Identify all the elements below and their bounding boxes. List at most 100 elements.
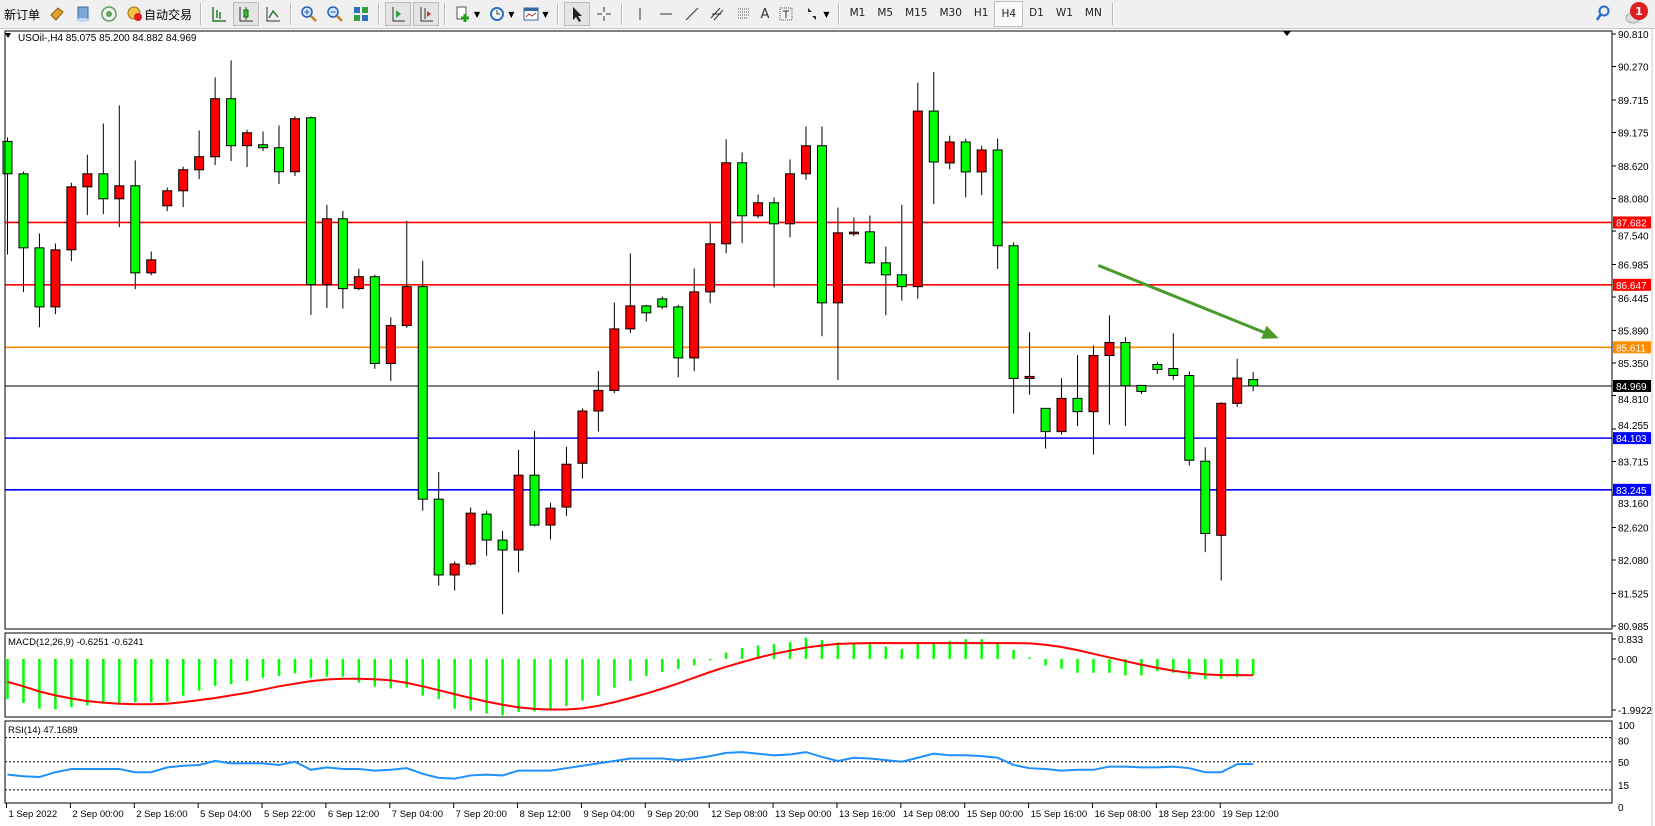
auto-trading-label: 自动交易 xyxy=(144,7,193,22)
candle xyxy=(1008,242,1019,414)
line-chart-button[interactable] xyxy=(261,2,285,26)
rsi-line xyxy=(7,751,1254,780)
candle xyxy=(1216,402,1227,581)
auto-scroll-button[interactable] xyxy=(385,2,412,26)
text-label-icon xyxy=(779,7,793,21)
time-tick-label: 13 Sep 16:00 xyxy=(839,809,896,820)
candle-body xyxy=(178,169,189,192)
market-watch-button[interactable] xyxy=(45,2,69,26)
candle-body xyxy=(1104,342,1115,357)
candle xyxy=(801,126,811,180)
toolbar-separator xyxy=(200,3,203,25)
candle xyxy=(864,215,875,265)
indicators-icon xyxy=(456,6,470,22)
candle-body xyxy=(561,463,572,508)
new-order-button[interactable]: 新订单 xyxy=(1,2,43,26)
templates-button[interactable]: ▼ xyxy=(519,2,551,26)
candle-body xyxy=(34,247,45,308)
candle-body xyxy=(1232,377,1243,404)
candle xyxy=(816,126,827,337)
candle-body xyxy=(1152,363,1163,370)
candle xyxy=(194,130,205,180)
tile-windows-icon xyxy=(354,7,369,21)
chart-shift-icon xyxy=(420,7,434,22)
zoom-in-button[interactable] xyxy=(297,2,321,26)
timeframe-m5[interactable]: M5 xyxy=(877,7,894,19)
time-tick-label: 5 Sep 04:00 xyxy=(200,809,251,820)
candle xyxy=(1248,372,1259,392)
text-label-button[interactable] xyxy=(774,2,798,26)
candle-body xyxy=(928,110,939,163)
navigator-button[interactable] xyxy=(71,2,95,26)
candle-body xyxy=(273,147,284,173)
candle xyxy=(465,507,476,566)
chart-shift-marker-icon[interactable] xyxy=(1283,31,1291,36)
candle xyxy=(210,77,221,166)
timeframe-h4[interactable]: H4 xyxy=(994,1,1024,27)
time-tick-label: 5 Sep 22:00 xyxy=(264,809,315,820)
candle-body xyxy=(1120,342,1131,387)
candlestick-button[interactable] xyxy=(233,2,260,26)
trendline-button[interactable] xyxy=(680,2,704,26)
candle xyxy=(146,251,157,276)
candle xyxy=(896,204,907,301)
indicators-button[interactable]: ▼ xyxy=(451,2,483,26)
crosshair-button[interactable] xyxy=(592,2,616,26)
zoom-out-button[interactable] xyxy=(323,2,347,26)
macd-signal-line xyxy=(7,642,1254,711)
channel-button[interactable] xyxy=(706,2,730,26)
candle xyxy=(1152,362,1163,374)
candle-body xyxy=(737,162,748,217)
fibonacci-button[interactable] xyxy=(732,2,756,26)
cursor-button[interactable] xyxy=(563,2,590,26)
candle-body xyxy=(2,140,13,175)
candle xyxy=(273,125,284,185)
trend-arrow-line[interactable] xyxy=(1097,263,1270,336)
candle xyxy=(577,408,588,479)
arrows-button[interactable]: ▼ xyxy=(800,2,832,26)
timeframe-d1[interactable]: D1 xyxy=(1029,7,1044,19)
time-tick-label: 2 Sep 00:00 xyxy=(72,809,123,820)
auto-trading-button[interactable]: 自动交易 xyxy=(123,2,195,26)
notification-button[interactable]: 1 xyxy=(1625,2,1648,26)
candle-body xyxy=(641,305,652,314)
candle-body xyxy=(1248,379,1259,387)
time-tick-label: 7 Sep 04:00 xyxy=(392,809,443,820)
candle xyxy=(1136,384,1147,395)
search-icon[interactable] xyxy=(1595,5,1611,23)
macd-frame xyxy=(4,632,1613,718)
timeframe-m1[interactable]: M1 xyxy=(849,7,866,19)
price-tick-label: 83.160 xyxy=(1618,499,1649,510)
periods-button[interactable]: ▼ xyxy=(485,2,517,26)
candle-body xyxy=(801,145,811,175)
price-tick-label: 82.080 xyxy=(1618,556,1649,567)
timeframe-bar: M1 M5 M15 M30 H1 H4 D1 W1 MN xyxy=(844,1,1108,27)
macd-tick-label: -1.9922 xyxy=(1618,706,1652,717)
candle xyxy=(1120,337,1131,427)
candle-body xyxy=(337,218,348,290)
chart-menu-triangle-icon[interactable] xyxy=(5,33,11,38)
candle-body xyxy=(82,173,93,188)
time-tick-label: 9 Sep 20:00 xyxy=(647,809,698,820)
timeframe-m30[interactable]: M30 xyxy=(939,7,962,19)
timeframe-m15[interactable]: M15 xyxy=(905,7,928,19)
signals-button[interactable] xyxy=(97,2,121,26)
chart-shift-button[interactable] xyxy=(413,2,440,26)
timeframe-w1[interactable]: W1 xyxy=(1055,7,1073,19)
text-button[interactable]: A xyxy=(758,2,773,26)
auto-scroll-icon xyxy=(392,7,406,22)
candle-body xyxy=(609,328,620,391)
bar-chart-button[interactable] xyxy=(207,2,231,26)
candle xyxy=(433,471,444,586)
auto-trading-icon xyxy=(127,6,143,21)
timeframe-h1[interactable]: H1 xyxy=(973,7,989,19)
candle xyxy=(689,268,700,372)
vertical-line-button[interactable] xyxy=(628,2,652,26)
horizontal-line-button[interactable] xyxy=(654,2,678,26)
tile-windows-button[interactable] xyxy=(349,2,373,26)
candle xyxy=(657,296,668,310)
channel-icon xyxy=(710,7,723,21)
chart-window[interactable]: 90.810 90.270 89.715 89.175 88.620 88.080 87.5… xyxy=(0,29,1655,826)
timeframe-mn[interactable]: MN xyxy=(1084,7,1102,19)
candle-body xyxy=(753,202,764,217)
